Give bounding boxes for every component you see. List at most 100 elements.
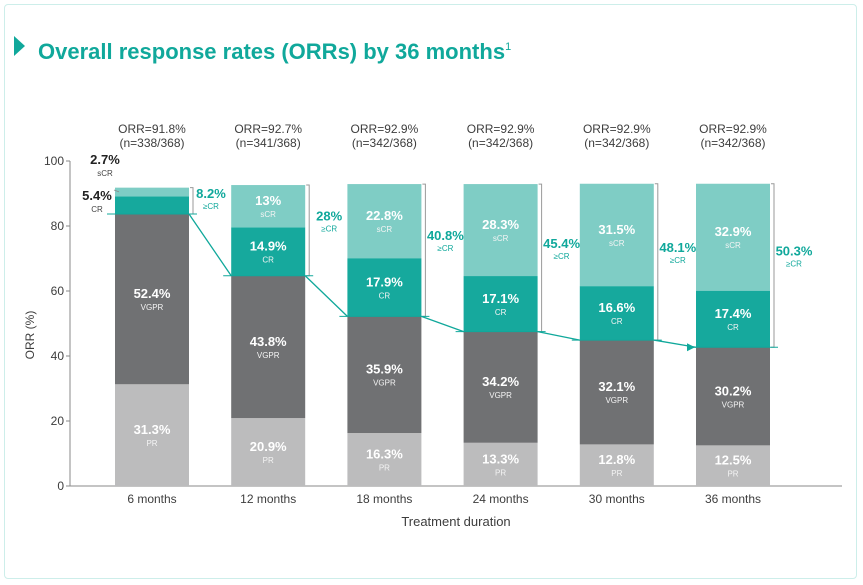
bar-vgpr bbox=[579, 340, 654, 445]
orr-n-label: (n=341/368) bbox=[236, 136, 301, 150]
bar-scr bbox=[347, 184, 422, 259]
gecr-bracket bbox=[422, 183, 426, 317]
y-tick-label-100: 100 bbox=[44, 154, 64, 168]
orr-n-label: (n=342/368) bbox=[700, 136, 765, 150]
gecr-value: 8.2% bbox=[196, 186, 226, 201]
x-tick-label: 30 months bbox=[589, 492, 645, 506]
orr-label: ORR=91.8% bbox=[118, 122, 186, 136]
segment-value-vgpr: 52.4% bbox=[134, 286, 171, 301]
first-cr-name: CR bbox=[91, 205, 103, 214]
gecr-sublabel: ≥CR bbox=[203, 202, 219, 211]
segment-name-vgpr: VGPR bbox=[605, 396, 628, 405]
first-cr-value: 5.4% bbox=[82, 188, 112, 203]
orr-n-label: (n=342/368) bbox=[584, 136, 649, 150]
x-tick-label: 18 months bbox=[356, 492, 412, 506]
x-axis-title: Treatment duration bbox=[401, 514, 510, 529]
segment-name-pr: PR bbox=[379, 464, 390, 473]
connectors bbox=[107, 183, 778, 352]
segment-value-scr: 31.5% bbox=[598, 222, 635, 237]
orr-n-label: (n=342/368) bbox=[468, 136, 533, 150]
segment-name-scr: sCR bbox=[493, 234, 509, 243]
gecr-bracket bbox=[306, 184, 310, 277]
bar-scr bbox=[579, 183, 654, 287]
bar-vgpr bbox=[347, 316, 422, 434]
bar-cr bbox=[231, 227, 306, 276]
bars bbox=[115, 183, 770, 486]
gecr-bracket bbox=[654, 183, 659, 341]
first-scr-leader bbox=[113, 189, 120, 193]
segment-name-scr: sCR bbox=[609, 239, 625, 248]
orr-label: ORR=92.7% bbox=[234, 122, 302, 136]
chart-frame bbox=[4, 4, 857, 579]
segment-name-vgpr: VGPR bbox=[257, 351, 280, 360]
y-tick-label-40: 40 bbox=[51, 349, 65, 363]
trend-line bbox=[188, 213, 697, 348]
orr-label: ORR=92.9% bbox=[583, 122, 651, 136]
x-tick-label: 6 months bbox=[127, 492, 176, 506]
gecr-bracket bbox=[538, 183, 543, 333]
bar-cr bbox=[696, 290, 770, 348]
segment-name-cr: CR bbox=[611, 317, 623, 326]
x-tick-label: 24 months bbox=[473, 492, 529, 506]
segment-name-pr: PR bbox=[727, 470, 738, 479]
bar-cr bbox=[115, 196, 189, 214]
bar-pr bbox=[696, 445, 770, 486]
segment-name-vgpr: VGPR bbox=[489, 391, 512, 400]
bar-vgpr bbox=[115, 213, 189, 385]
segment-value-pr: 13.3% bbox=[482, 451, 519, 466]
segment-name-cr: CR bbox=[262, 256, 274, 265]
trend-arrowhead bbox=[687, 343, 695, 352]
first-scr-value: 2.7% bbox=[90, 152, 120, 167]
segment-value-pr: 12.8% bbox=[598, 452, 635, 467]
segment-name-cr: CR bbox=[727, 323, 739, 332]
labels: ORR=91.8%(n=338/368) 31.3% PR 52.4% VGPR 8.2%… bbox=[82, 122, 813, 479]
segment-value-scr: 32.9% bbox=[715, 224, 752, 239]
gecr-sublabel: ≥CR bbox=[786, 259, 802, 268]
segment-name-cr: CR bbox=[495, 308, 507, 317]
segment-value-cr: 17.1% bbox=[482, 291, 519, 306]
segment-value-cr: 17.9% bbox=[366, 274, 403, 289]
title-arrow-icon bbox=[14, 36, 25, 56]
x-tick-label: 36 months bbox=[705, 492, 761, 506]
bar-scr bbox=[463, 184, 538, 277]
title-footnote: 1 bbox=[505, 41, 511, 53]
orr-label: ORR=92.9% bbox=[699, 122, 767, 136]
y-tick-label-0: 0 bbox=[57, 479, 64, 493]
segment-value-cr: 14.9% bbox=[250, 239, 287, 254]
segment-name-scr: sCR bbox=[725, 241, 741, 250]
segment-value-cr: 16.6% bbox=[598, 300, 635, 315]
bar-pr bbox=[463, 442, 538, 486]
segment-value-vgpr: 35.9% bbox=[366, 362, 403, 377]
gecr-sublabel: ≥CR bbox=[437, 244, 453, 253]
segment-name-pr: PR bbox=[495, 468, 506, 477]
chart-title: Overall response rates (ORRs) by 36 mont… bbox=[38, 39, 511, 64]
segment-value-cr: 17.4% bbox=[715, 306, 752, 321]
bar-cr bbox=[463, 276, 538, 332]
x-tick-label: 12 months bbox=[240, 492, 296, 506]
segment-name-pr: PR bbox=[611, 469, 622, 478]
segment-value-pr: 20.9% bbox=[250, 439, 287, 454]
segment-value-vgpr: 30.2% bbox=[715, 383, 752, 398]
bar-vgpr bbox=[231, 275, 306, 419]
segment-name-scr: sCR bbox=[260, 210, 276, 219]
bar-scr bbox=[696, 183, 770, 291]
first-scr-name: sCR bbox=[97, 169, 113, 178]
segment-value-pr: 12.5% bbox=[715, 453, 752, 468]
orr-label: ORR=92.9% bbox=[467, 122, 535, 136]
segment-name-vgpr: VGPR bbox=[722, 400, 745, 409]
segment-name-scr: sCR bbox=[377, 225, 393, 234]
bar-cr bbox=[579, 286, 654, 341]
y-tick-label-20: 20 bbox=[51, 414, 65, 428]
gecr-bracket bbox=[190, 187, 194, 215]
segment-value-vgpr: 34.2% bbox=[482, 374, 519, 389]
bar-scr bbox=[115, 187, 189, 197]
chart-title-text: Overall response rates (ORRs) by 36 mont… bbox=[38, 39, 505, 64]
bar-scr bbox=[231, 185, 306, 228]
segment-name-pr: PR bbox=[263, 456, 274, 465]
gecr-value: 28% bbox=[316, 208, 342, 223]
segment-value-pr: 31.3% bbox=[134, 422, 171, 437]
bar-pr bbox=[579, 444, 654, 486]
segment-name-cr: CR bbox=[379, 291, 391, 300]
orr-n-label: (n=342/368) bbox=[352, 136, 417, 150]
